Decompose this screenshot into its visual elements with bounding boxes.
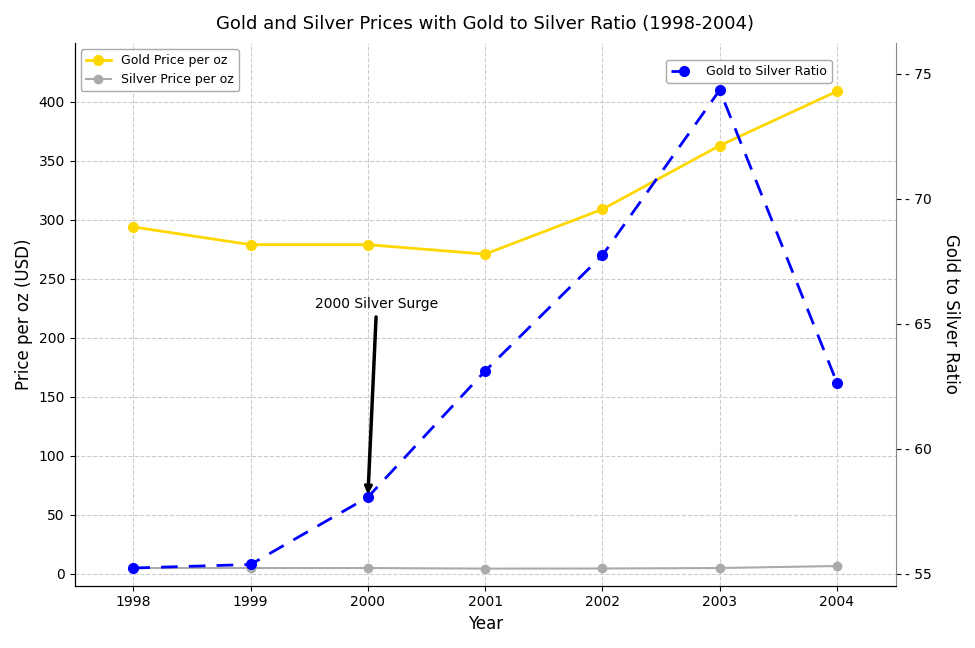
Gold Price per oz [128, 223, 139, 231]
Silver Price per oz [831, 562, 842, 570]
Line: Silver Price per oz: Silver Price per oz [129, 562, 841, 573]
Silver Price per oz [597, 564, 608, 572]
Gold Price per oz [480, 250, 491, 258]
X-axis label: Year: Year [468, 615, 503, 633]
Gold to Silver Ratio [245, 561, 256, 568]
Line: Gold Price per oz: Gold Price per oz [129, 86, 841, 259]
Gold to Silver Ratio [597, 251, 608, 259]
Silver Price per oz [245, 564, 256, 572]
Legend: Gold to Silver Ratio: Gold to Silver Ratio [666, 60, 832, 83]
Silver Price per oz [480, 564, 491, 572]
Gold to Silver Ratio [362, 493, 373, 501]
Silver Price per oz [362, 564, 373, 572]
Gold Price per oz [831, 87, 842, 95]
Text: 2000 Silver Surge: 2000 Silver Surge [315, 297, 438, 491]
Y-axis label: Gold to Silver Ratio: Gold to Silver Ratio [942, 235, 960, 394]
Gold to Silver Ratio [480, 367, 491, 375]
Gold to Silver Ratio [714, 86, 725, 94]
Line: Gold to Silver Ratio: Gold to Silver Ratio [129, 86, 841, 573]
Gold Price per oz [597, 205, 608, 213]
Y-axis label: Price per oz (USD): Price per oz (USD) [15, 238, 33, 390]
Gold Price per oz [245, 241, 256, 249]
Silver Price per oz [714, 564, 725, 572]
Gold Price per oz [362, 241, 373, 249]
Gold to Silver Ratio [831, 379, 842, 387]
Silver Price per oz [128, 564, 139, 572]
Gold Price per oz [714, 142, 725, 150]
Title: Gold and Silver Prices with Gold to Silver Ratio (1998-2004): Gold and Silver Prices with Gold to Silv… [216, 15, 754, 33]
Gold to Silver Ratio [128, 564, 139, 572]
